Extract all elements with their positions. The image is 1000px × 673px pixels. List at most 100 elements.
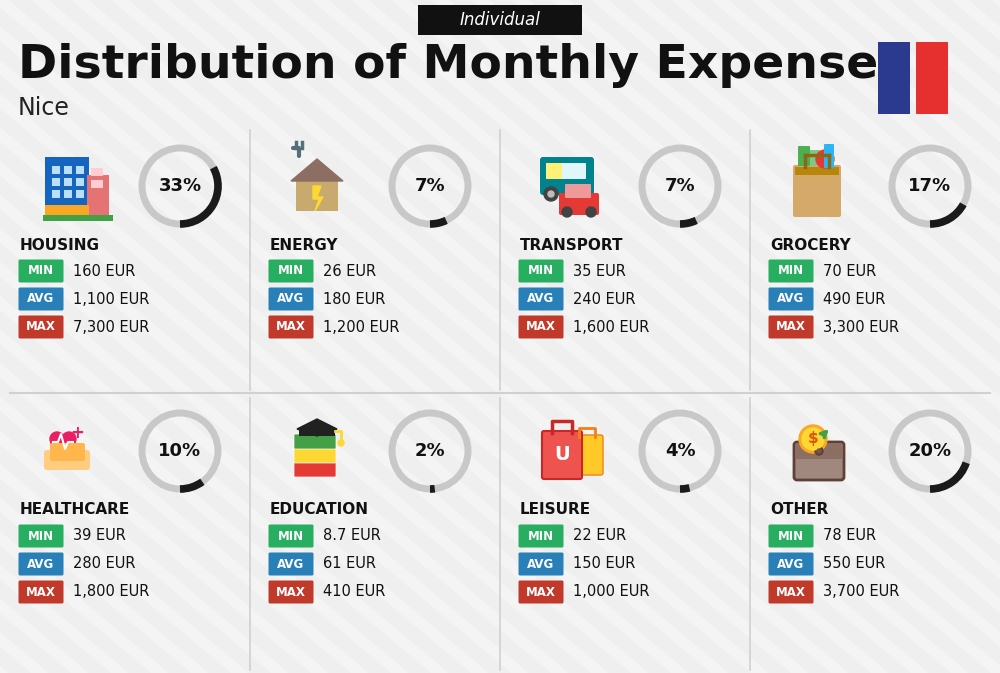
FancyBboxPatch shape <box>52 190 60 198</box>
Text: OTHER: OTHER <box>770 503 828 518</box>
FancyBboxPatch shape <box>540 157 594 195</box>
Text: 17%: 17% <box>908 177 952 195</box>
FancyBboxPatch shape <box>87 175 109 215</box>
Text: ENERGY: ENERGY <box>270 238 338 252</box>
Text: 78 EUR: 78 EUR <box>823 528 876 544</box>
FancyBboxPatch shape <box>64 178 72 186</box>
Text: 490 EUR: 490 EUR <box>823 291 885 306</box>
Circle shape <box>816 150 834 168</box>
FancyBboxPatch shape <box>50 443 61 461</box>
Circle shape <box>50 432 64 446</box>
Text: 7%: 7% <box>415 177 445 195</box>
Text: AVG: AVG <box>27 293 55 306</box>
Text: TRANSPORT: TRANSPORT <box>520 238 624 252</box>
Circle shape <box>572 191 578 197</box>
Text: Individual: Individual <box>460 11 540 29</box>
FancyBboxPatch shape <box>64 190 72 198</box>
Text: 7,300 EUR: 7,300 EUR <box>73 320 149 334</box>
Text: 8.7 EUR: 8.7 EUR <box>323 528 381 544</box>
Circle shape <box>586 207 596 217</box>
Circle shape <box>817 449 821 453</box>
FancyBboxPatch shape <box>798 146 810 166</box>
Text: AVG: AVG <box>777 293 805 306</box>
Circle shape <box>815 447 823 455</box>
FancyBboxPatch shape <box>66 443 77 461</box>
Text: AVG: AVG <box>27 557 55 571</box>
FancyBboxPatch shape <box>294 448 336 463</box>
FancyBboxPatch shape <box>565 184 591 198</box>
Text: 150 EUR: 150 EUR <box>573 557 635 571</box>
Text: U: U <box>554 446 570 464</box>
Text: EDUCATION: EDUCATION <box>270 503 369 518</box>
Circle shape <box>548 191 554 197</box>
Circle shape <box>562 207 572 217</box>
Circle shape <box>799 425 827 453</box>
FancyBboxPatch shape <box>18 553 64 575</box>
Text: 550 EUR: 550 EUR <box>823 557 885 571</box>
FancyBboxPatch shape <box>546 163 586 179</box>
FancyBboxPatch shape <box>268 316 314 339</box>
FancyBboxPatch shape <box>795 167 839 175</box>
FancyBboxPatch shape <box>76 190 84 198</box>
FancyBboxPatch shape <box>795 443 843 459</box>
FancyBboxPatch shape <box>810 150 820 166</box>
Text: +: + <box>70 424 84 442</box>
Polygon shape <box>313 186 323 211</box>
Text: 4%: 4% <box>665 442 695 460</box>
Text: HOUSING: HOUSING <box>20 238 100 252</box>
Text: 410 EUR: 410 EUR <box>323 584 385 600</box>
Text: $: $ <box>808 431 818 446</box>
FancyBboxPatch shape <box>518 287 564 310</box>
FancyBboxPatch shape <box>518 316 564 339</box>
FancyBboxPatch shape <box>45 157 89 215</box>
FancyBboxPatch shape <box>91 168 103 176</box>
Text: MAX: MAX <box>276 320 306 334</box>
Text: MAX: MAX <box>276 586 306 598</box>
Text: AVG: AVG <box>777 557 805 571</box>
Text: MIN: MIN <box>278 530 304 542</box>
Text: 180 EUR: 180 EUR <box>323 291 385 306</box>
Text: 1,100 EUR: 1,100 EUR <box>73 291 149 306</box>
Text: MIN: MIN <box>778 264 804 277</box>
Text: HEALTHCARE: HEALTHCARE <box>20 503 130 518</box>
Polygon shape <box>297 419 337 436</box>
Text: 26 EUR: 26 EUR <box>323 264 376 279</box>
FancyBboxPatch shape <box>768 260 814 283</box>
FancyBboxPatch shape <box>518 553 564 575</box>
FancyBboxPatch shape <box>418 5 582 35</box>
FancyBboxPatch shape <box>64 166 72 174</box>
FancyBboxPatch shape <box>296 181 338 211</box>
FancyBboxPatch shape <box>76 166 84 174</box>
FancyBboxPatch shape <box>18 287 64 310</box>
Text: 61 EUR: 61 EUR <box>323 557 376 571</box>
Text: MAX: MAX <box>526 586 556 598</box>
FancyBboxPatch shape <box>824 144 834 168</box>
Text: 20%: 20% <box>908 442 952 460</box>
Text: GROCERY: GROCERY <box>770 238 851 252</box>
FancyBboxPatch shape <box>268 581 314 604</box>
FancyBboxPatch shape <box>793 165 841 217</box>
FancyBboxPatch shape <box>546 163 562 179</box>
Text: 240 EUR: 240 EUR <box>573 291 636 306</box>
FancyBboxPatch shape <box>18 524 64 548</box>
FancyBboxPatch shape <box>299 429 335 436</box>
FancyBboxPatch shape <box>768 524 814 548</box>
Text: 35 EUR: 35 EUR <box>573 264 626 279</box>
FancyBboxPatch shape <box>518 260 564 283</box>
Text: AVG: AVG <box>527 557 555 571</box>
Text: 2%: 2% <box>415 442 445 460</box>
Text: MAX: MAX <box>776 320 806 334</box>
Text: MIN: MIN <box>278 264 304 277</box>
FancyBboxPatch shape <box>916 42 948 114</box>
Text: 39 EUR: 39 EUR <box>73 528 126 544</box>
Text: LEISURE: LEISURE <box>520 503 591 518</box>
FancyBboxPatch shape <box>518 581 564 604</box>
FancyBboxPatch shape <box>768 581 814 604</box>
FancyBboxPatch shape <box>45 205 89 215</box>
FancyBboxPatch shape <box>878 42 910 114</box>
FancyBboxPatch shape <box>542 431 582 479</box>
Text: 280 EUR: 280 EUR <box>73 557 136 571</box>
FancyBboxPatch shape <box>294 434 336 449</box>
FancyBboxPatch shape <box>768 553 814 575</box>
Text: 1,000 EUR: 1,000 EUR <box>573 584 650 600</box>
